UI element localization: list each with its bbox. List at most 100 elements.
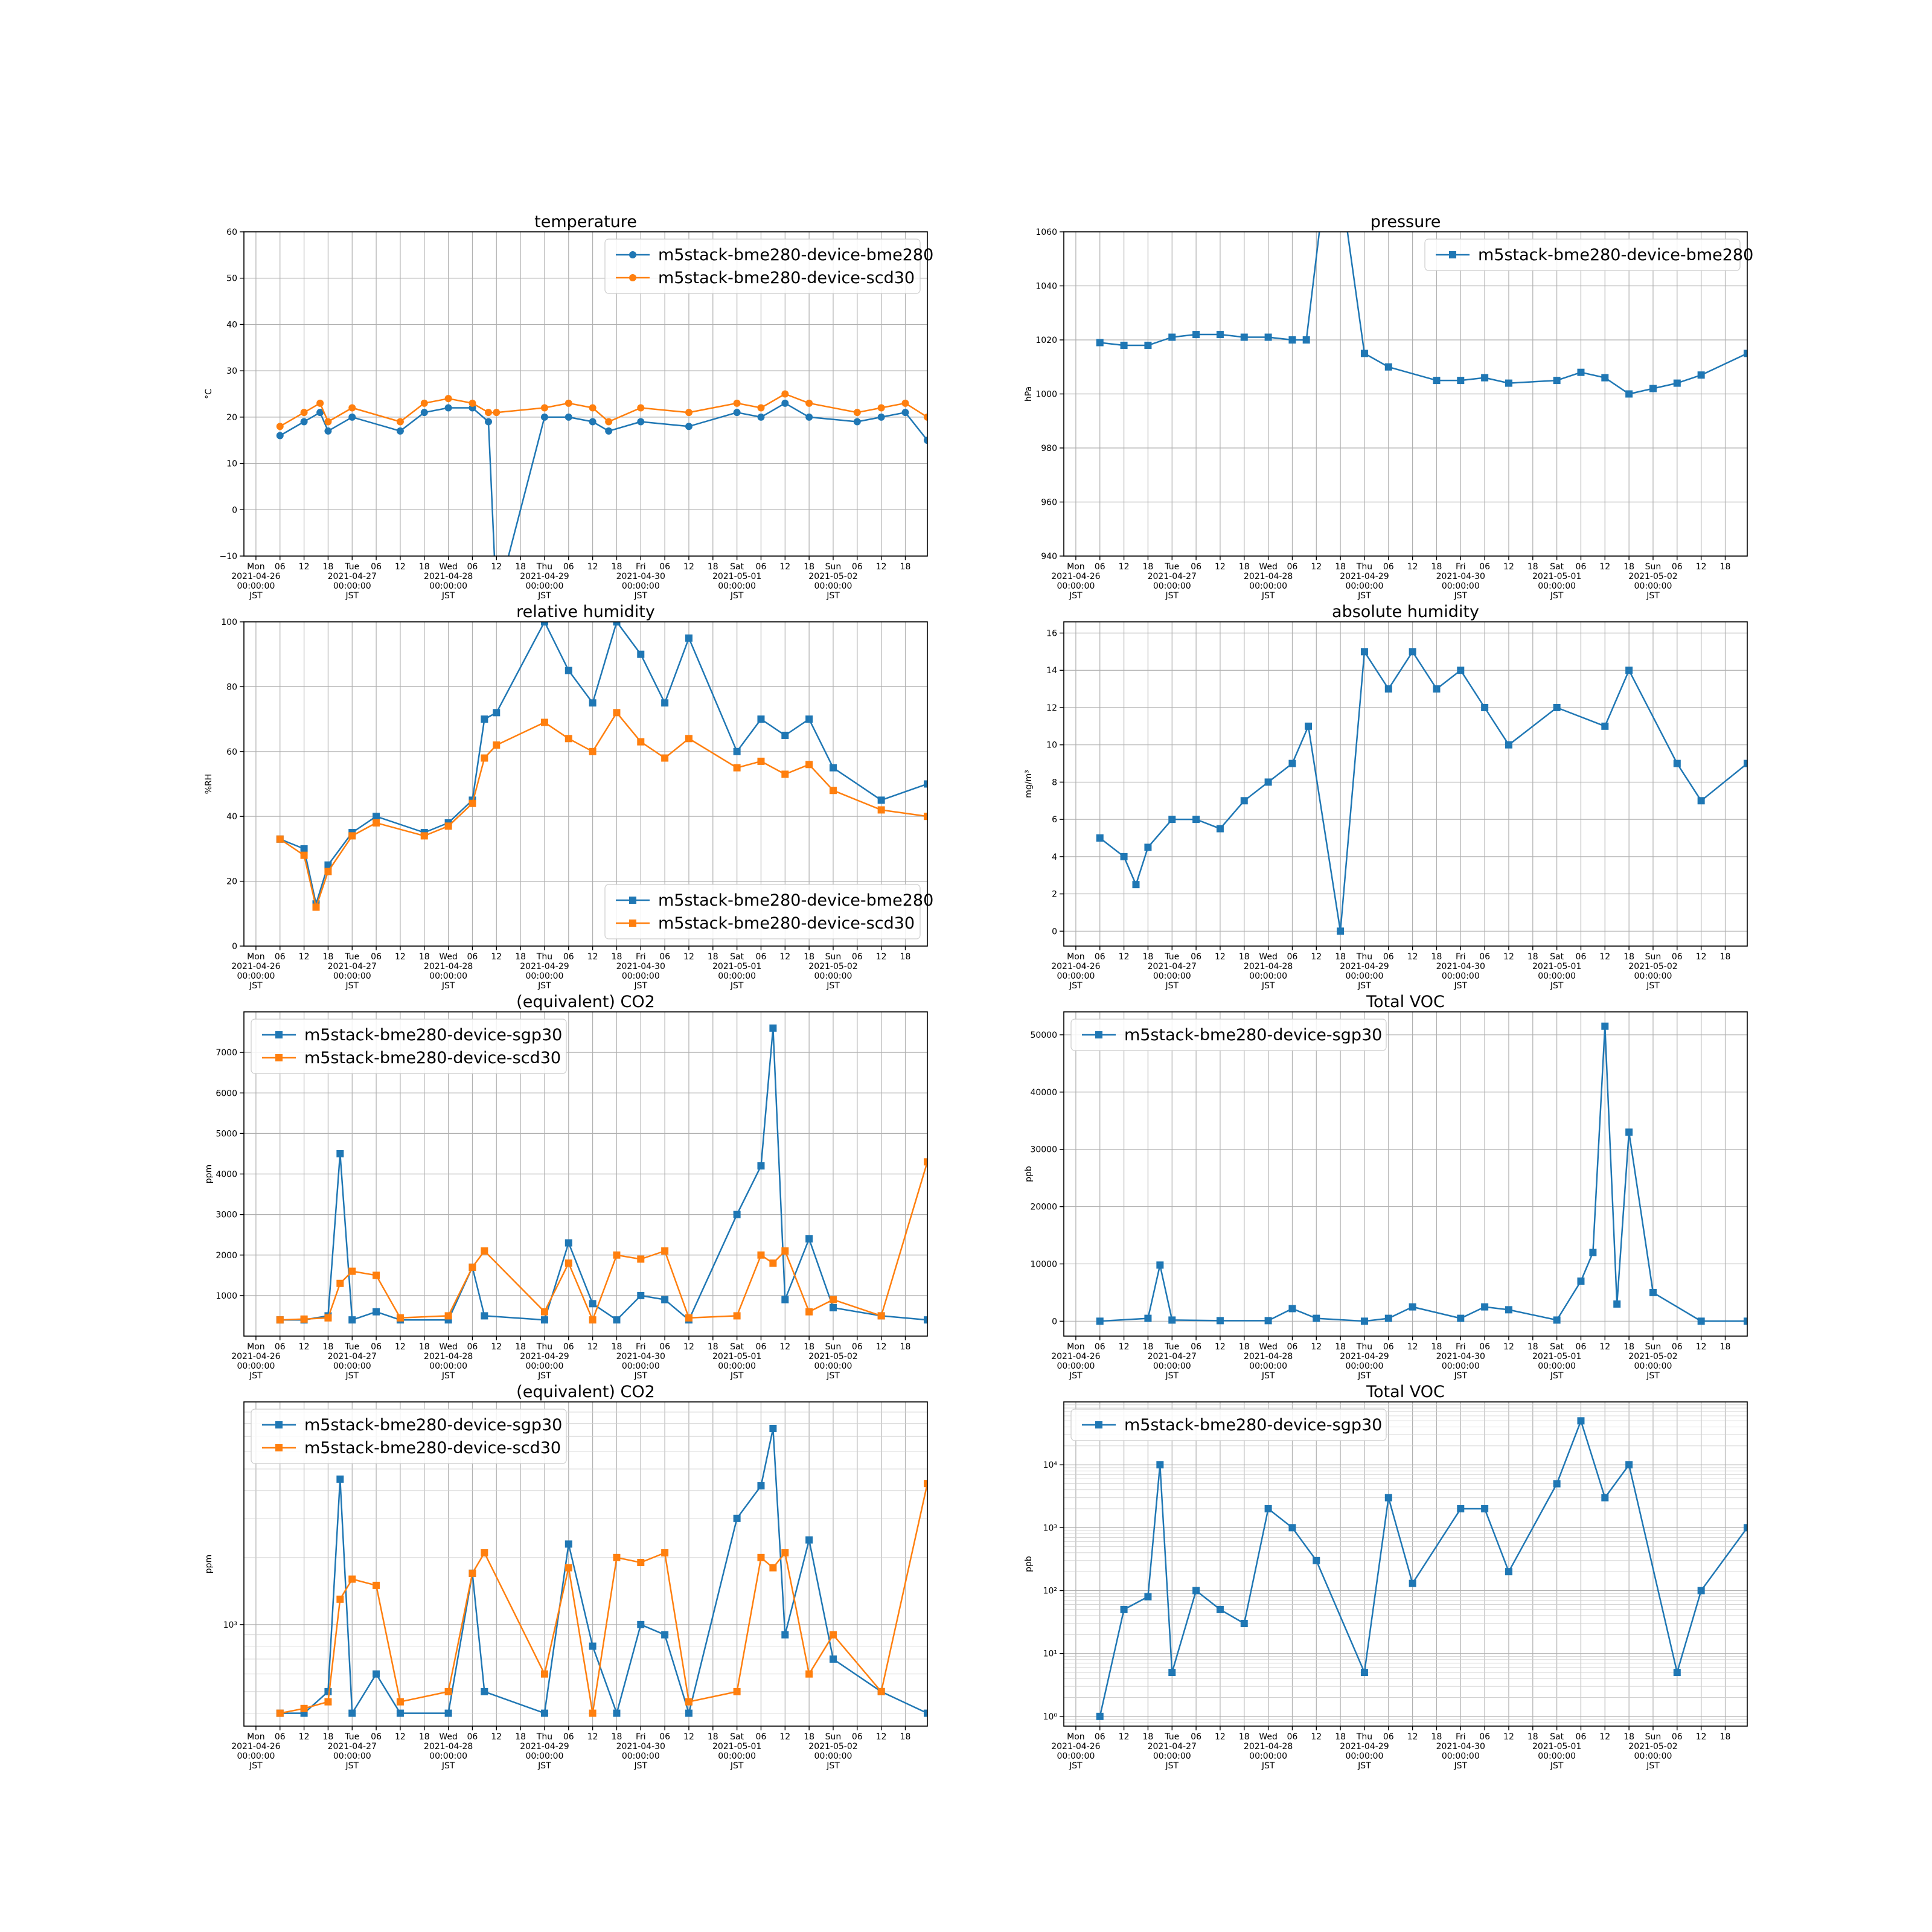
data-point bbox=[396, 1709, 404, 1717]
data-point bbox=[781, 731, 789, 739]
x-tick-label: 12 bbox=[1119, 1732, 1130, 1742]
x-tick-label: JST bbox=[249, 1761, 263, 1771]
x-tick-label: Sun bbox=[825, 1732, 842, 1742]
x-tick-label: 00:00:00 bbox=[1442, 1751, 1480, 1761]
x-tick-label: 00:00:00 bbox=[526, 1751, 564, 1761]
x-tick-label: 12 bbox=[1407, 562, 1418, 572]
x-tick-label: 2021-04-27 bbox=[1148, 1742, 1197, 1751]
x-tick-label: 06 bbox=[659, 1732, 670, 1742]
x-tick-label: 12 bbox=[587, 1732, 598, 1742]
data-point bbox=[1264, 778, 1272, 786]
legend-label: m5stack-bme280-device-bme280 bbox=[658, 246, 933, 264]
data-point bbox=[805, 399, 813, 407]
data-point bbox=[733, 1687, 741, 1695]
data-point bbox=[1096, 1712, 1104, 1720]
legend-marker bbox=[1095, 1421, 1102, 1428]
data-point bbox=[565, 1540, 572, 1548]
data-point bbox=[637, 738, 645, 746]
x-tick-label: 00:00:00 bbox=[1346, 1361, 1384, 1371]
chart-title: (equivalent) CO2 bbox=[516, 1383, 655, 1401]
x-tick-label: 06 bbox=[852, 1342, 863, 1352]
x-tick-label: JST bbox=[1069, 591, 1083, 601]
x-tick-label: 2021-04-26 bbox=[1051, 1352, 1100, 1361]
data-point bbox=[336, 1475, 344, 1483]
data-point bbox=[444, 822, 452, 830]
x-tick-label: JST bbox=[826, 591, 840, 601]
data-point bbox=[373, 1581, 380, 1589]
plot-area bbox=[1096, 232, 1747, 398]
data-point bbox=[924, 437, 927, 444]
x-tick-label: 06 bbox=[371, 952, 382, 962]
data-point bbox=[444, 395, 452, 403]
x-tick-label: Wed bbox=[1259, 1342, 1278, 1352]
data-point bbox=[1313, 1314, 1320, 1322]
series-line bbox=[1099, 1025, 1747, 1322]
data-point bbox=[1553, 1316, 1561, 1324]
x-tick-label: 12 bbox=[779, 1342, 790, 1352]
x-tick-label: 18 bbox=[804, 1732, 814, 1742]
x-tick-label: 18 bbox=[1623, 952, 1634, 962]
x-tick-label: 12 bbox=[1503, 562, 1514, 572]
x-tick-label: 12 bbox=[683, 562, 694, 572]
x-tick-label: 00:00:00 bbox=[1057, 1751, 1095, 1761]
axes-frame bbox=[1063, 1401, 1748, 1727]
x-tick-label: 00:00:00 bbox=[1057, 1361, 1095, 1371]
data-point bbox=[324, 418, 332, 426]
legend-marker bbox=[629, 274, 636, 281]
y-tick-label: 12 bbox=[1046, 703, 1057, 713]
data-point bbox=[685, 1698, 693, 1706]
data-point bbox=[348, 413, 356, 421]
x-tick-label: 18 bbox=[804, 1342, 814, 1352]
x-tick-label: 2021-04-30 bbox=[616, 962, 665, 971]
x-tick-label: 00:00:00 bbox=[1346, 1751, 1384, 1761]
y-tick-label: 60 bbox=[226, 747, 237, 757]
data-point bbox=[769, 1564, 777, 1572]
data-point bbox=[1216, 1605, 1224, 1613]
x-tick-label: 2021-04-26 bbox=[231, 1352, 280, 1361]
x-tick-label: JST bbox=[1550, 1761, 1564, 1771]
data-point bbox=[1457, 377, 1465, 385]
x-tick-label: 2021-04-28 bbox=[1244, 1742, 1293, 1751]
x-tick-label: 00:00:00 bbox=[1057, 581, 1095, 591]
y-tick-label: 960 bbox=[1041, 498, 1057, 508]
data-point bbox=[1481, 703, 1489, 711]
data-point bbox=[637, 1291, 645, 1299]
data-point bbox=[613, 709, 621, 717]
chart-title: absolute humidity bbox=[1332, 603, 1479, 621]
x-tick-label: 12 bbox=[587, 1342, 598, 1352]
x-tick-label: JST bbox=[1069, 1761, 1083, 1771]
data-point bbox=[637, 1620, 645, 1628]
x-tick-label: JST bbox=[634, 1761, 648, 1771]
x-tick-label: 00:00:00 bbox=[622, 1361, 660, 1371]
data-point bbox=[661, 1549, 669, 1556]
data-point bbox=[1192, 1587, 1200, 1595]
x-tick-label: 00:00:00 bbox=[1153, 971, 1191, 981]
x-tick-label: JST bbox=[441, 1761, 455, 1771]
data-point bbox=[733, 1514, 741, 1522]
y-tick-label: 10 bbox=[1046, 741, 1057, 750]
data-point bbox=[781, 1549, 789, 1556]
x-tick-label: 18 bbox=[708, 952, 718, 962]
x-tick-label: JST bbox=[537, 1761, 551, 1771]
x-tick-label: 12 bbox=[1215, 1342, 1226, 1352]
y-tick-label: 30 bbox=[226, 366, 237, 376]
legend: m5stack-bme280-device-sgp30 m5stack-bme28… bbox=[251, 1409, 567, 1464]
data-point bbox=[685, 634, 693, 642]
x-tick-label: 2021-04-26 bbox=[231, 962, 280, 971]
x-tick-label: 06 bbox=[563, 952, 574, 962]
data-point bbox=[348, 832, 356, 840]
chart-title: temperature bbox=[534, 213, 637, 231]
x-tick-label: 2021-04-30 bbox=[1436, 962, 1485, 971]
x-tick-label: 2021-04-28 bbox=[424, 1742, 473, 1751]
data-point bbox=[637, 650, 645, 658]
x-tick-label: 18 bbox=[1527, 1732, 1538, 1742]
data-point bbox=[1697, 1317, 1705, 1325]
x-tick-label: JST bbox=[826, 1761, 840, 1771]
data-point bbox=[1625, 1461, 1633, 1469]
data-point bbox=[901, 409, 909, 417]
x-tick-label: 12 bbox=[1599, 952, 1610, 962]
y-tick-label: 10000 bbox=[1030, 1259, 1057, 1269]
legend-marker bbox=[1095, 1031, 1102, 1038]
x-tick-label: 18 bbox=[515, 952, 526, 962]
x-tick-label: JST bbox=[1165, 981, 1179, 991]
